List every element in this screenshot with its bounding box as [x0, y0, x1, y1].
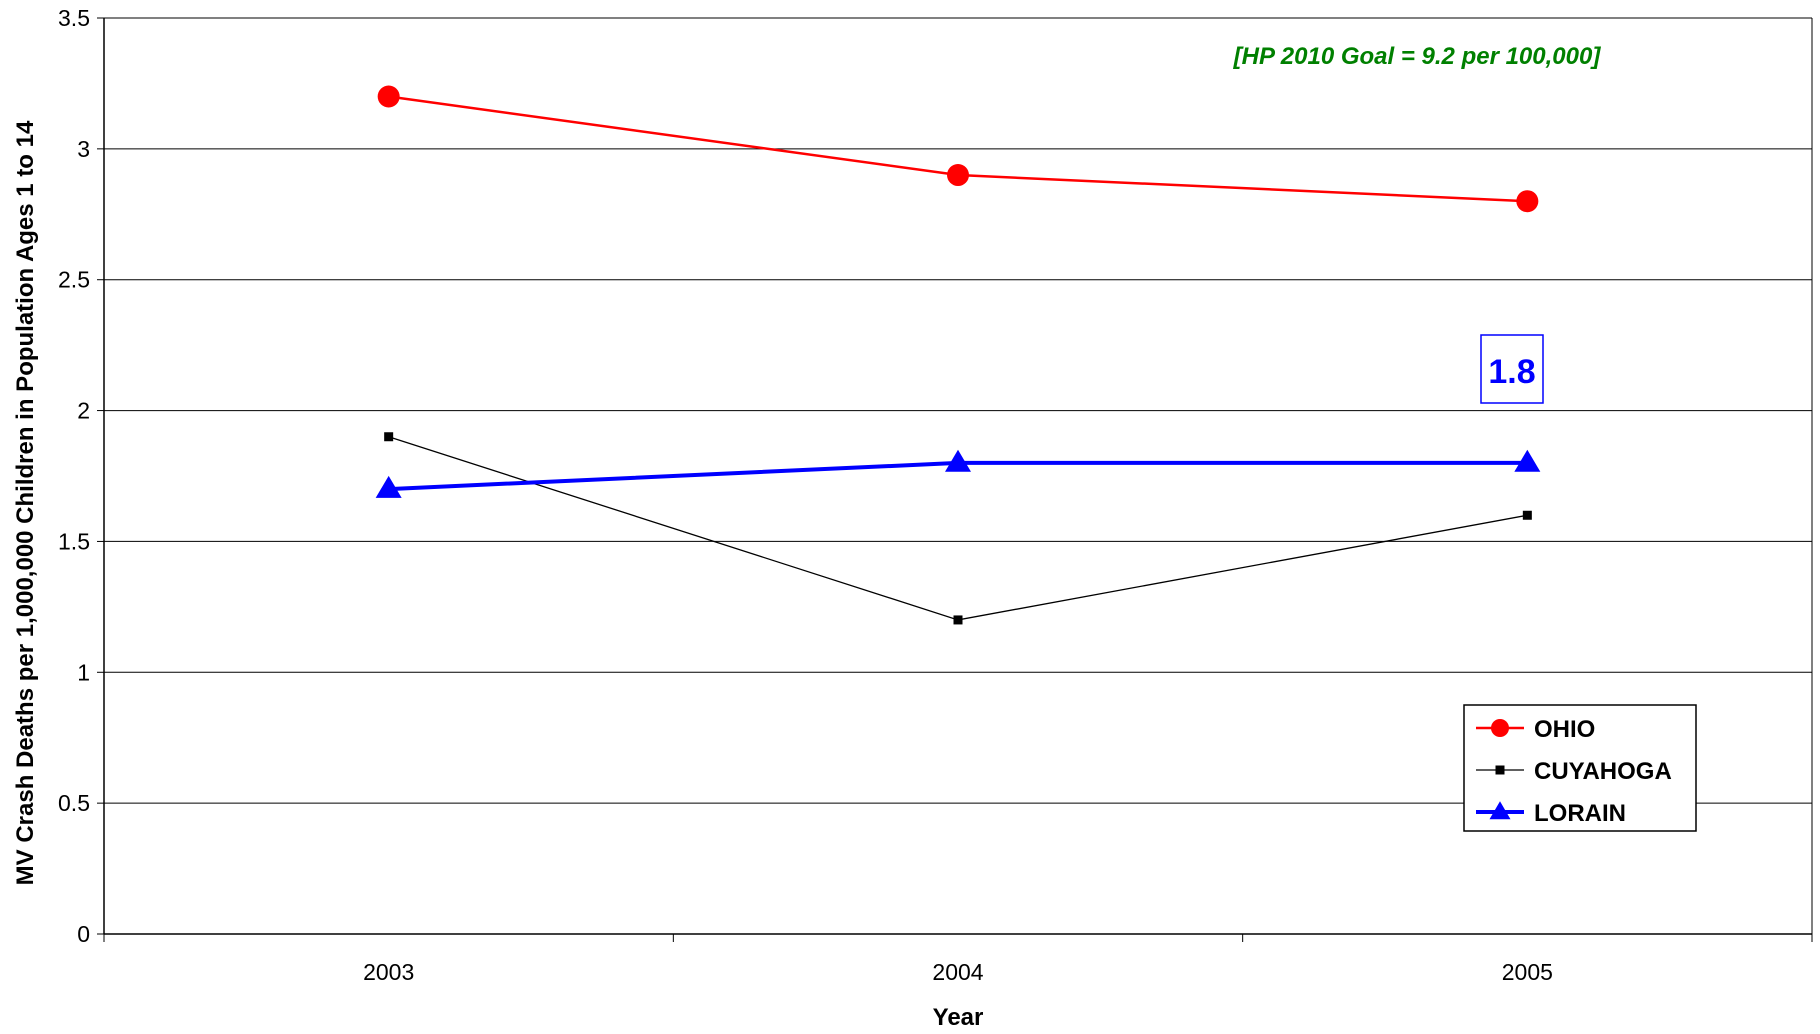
y-axis-title: MV Crash Deaths per 1,000,000 Children i…: [12, 120, 39, 885]
lorain-value-callout: 1.8: [1480, 334, 1544, 404]
callout-box: [1480, 334, 1544, 404]
y-tick-label: 2: [77, 398, 90, 424]
data-point: [947, 164, 969, 187]
legend-item: LORAIN: [1476, 800, 1626, 827]
x-axis-title: Year: [933, 1004, 984, 1031]
series-cuyahoga: [384, 432, 1532, 625]
y-tick-label: 2.5: [58, 267, 90, 293]
callout-value: 1.8: [1488, 353, 1535, 391]
data-point: [1522, 510, 1532, 520]
data-point: [1514, 449, 1541, 472]
axes: [97, 17, 1813, 942]
x-tick-label: 2003: [363, 959, 414, 985]
y-tick-label: 0: [77, 921, 90, 947]
legend: OHIO CUYAHOGA LORAIN: [1463, 704, 1697, 832]
legend-item: OHIO: [1476, 716, 1595, 743]
y-tick-label: 3.5: [58, 5, 90, 31]
data-point: [1516, 190, 1539, 213]
y-tick-label: 0.5: [58, 790, 90, 816]
y-tick-labels: 0 0.5 1 1.5 2 2.5 3 3.5: [58, 5, 90, 947]
y-tick-label: 3: [77, 136, 90, 162]
data-point: [377, 85, 400, 108]
data-point: [953, 615, 963, 625]
legend-label: LORAIN: [1534, 800, 1626, 827]
legend-label: OHIO: [1534, 716, 1595, 743]
data-point: [1495, 765, 1505, 775]
hp-2010-goal-annotation: [HP 2010 Goal = 9.2 per 100,000]: [1233, 43, 1602, 70]
data-point: [1489, 801, 1511, 820]
data-point: [1491, 719, 1509, 737]
series-lorain: [375, 449, 1541, 498]
x-tick-labels: 2003 2004 2005: [363, 959, 1553, 985]
y-tick-label: 1.5: [58, 528, 90, 554]
data-point: [384, 432, 394, 442]
series: [375, 85, 1541, 625]
series-ohio: [377, 85, 1539, 213]
y-tick-label: 1: [77, 659, 90, 685]
data-point: [945, 449, 971, 472]
legend-label: CUYAHOGA: [1534, 758, 1672, 785]
x-tick-label: 2005: [1502, 959, 1553, 985]
x-tick-label: 2004: [932, 959, 983, 985]
data-point: [375, 475, 402, 498]
gridlines: [104, 17, 1812, 804]
legend-item: CUYAHOGA: [1476, 758, 1672, 785]
